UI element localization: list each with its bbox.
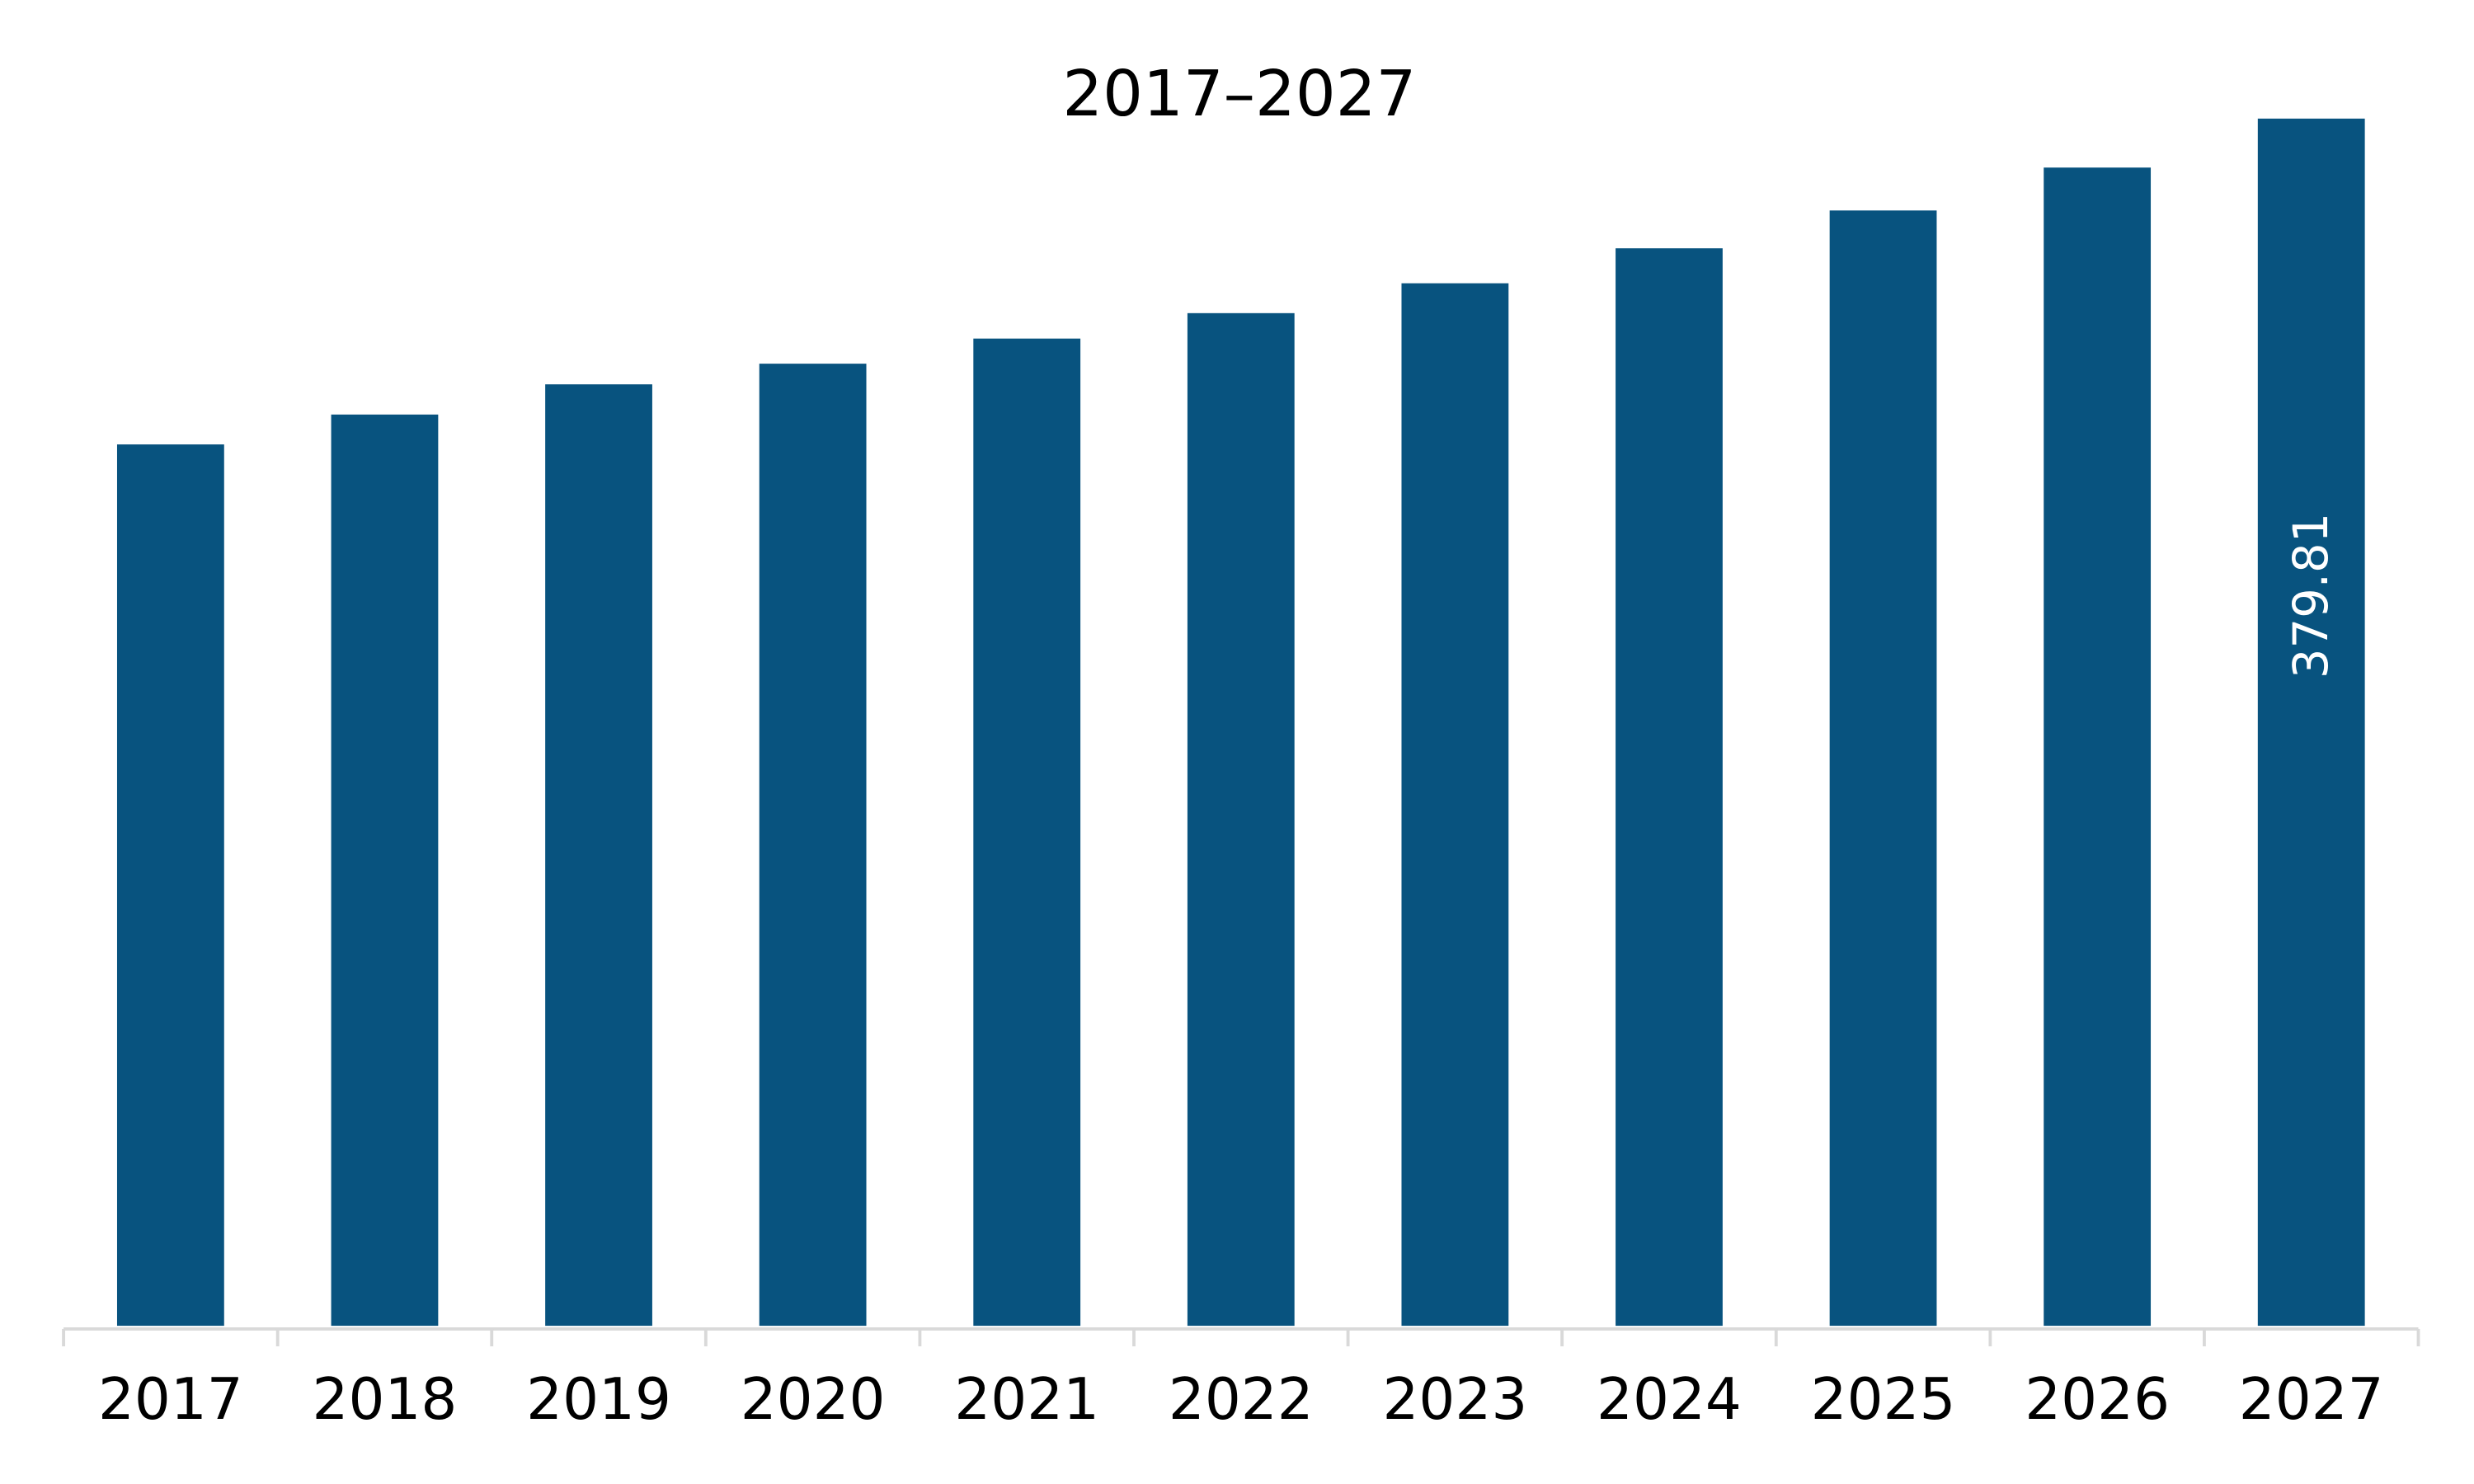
x-tick-label: 2023 xyxy=(1382,1367,1527,1433)
bar xyxy=(973,338,1081,1327)
value-label: 379.81 xyxy=(2284,513,2339,679)
x-tick-label: 2018 xyxy=(313,1367,458,1433)
x-tick-label: 2024 xyxy=(1597,1367,1742,1433)
x-tick-label: 2021 xyxy=(954,1367,1099,1433)
chart-title: 2017–2027 xyxy=(1062,58,1416,131)
bar xyxy=(1616,248,1723,1327)
x-tick-label: 2017 xyxy=(98,1367,243,1433)
bar xyxy=(116,444,224,1327)
bar xyxy=(2044,167,2152,1327)
bar xyxy=(1187,312,1295,1327)
bar xyxy=(331,414,439,1327)
bar xyxy=(1401,283,1509,1327)
x-tick-label: 2020 xyxy=(741,1367,886,1433)
bar xyxy=(759,364,867,1327)
x-tick-label: 2026 xyxy=(2025,1367,2170,1433)
x-tick-label: 2019 xyxy=(526,1367,671,1433)
x-tick-label: 2022 xyxy=(1169,1367,1314,1433)
bar xyxy=(2257,118,2365,1327)
bar xyxy=(545,384,652,1327)
x-tick-label: 2027 xyxy=(2239,1367,2384,1433)
x-tick-label: 2025 xyxy=(1811,1367,1956,1433)
bar xyxy=(1829,210,1937,1327)
